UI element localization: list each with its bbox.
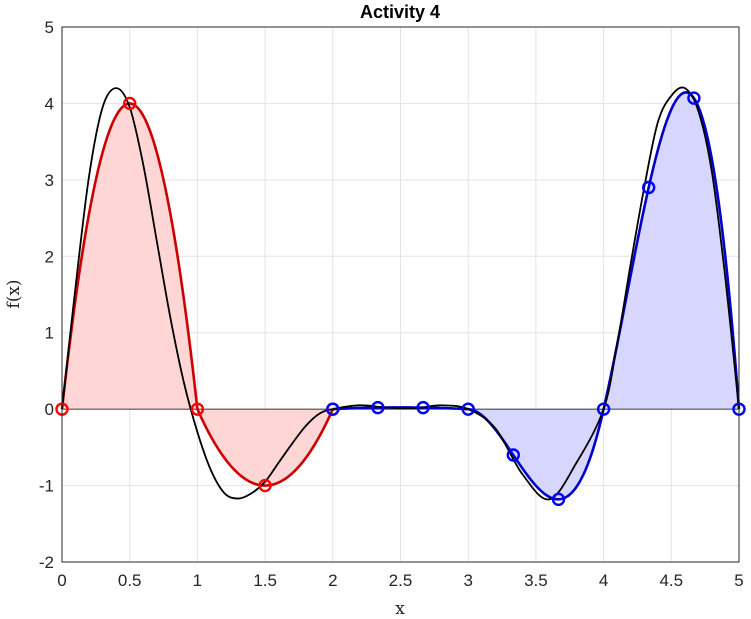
segment-fill-1 — [62, 103, 333, 486]
x-tick-label: 4.5 — [659, 571, 683, 590]
data-point-marker — [641, 180, 656, 195]
data-point-marker — [416, 400, 430, 415]
y-tick-label: 0 — [45, 400, 54, 419]
y-tick-label: 5 — [45, 18, 54, 37]
data-point-marker — [371, 400, 385, 415]
data-point-marker — [190, 402, 205, 416]
interpolant-line-1 — [60, 102, 334, 487]
x-tick-label: 1 — [193, 571, 202, 590]
area-fills — [62, 92, 739, 500]
data-point-marker — [326, 402, 340, 416]
chart-title: Activity 4 — [360, 2, 440, 22]
y-tick-labels: -2 -1 0 1 2 3 4 5 — [39, 18, 54, 572]
x-tick-label: 3 — [463, 571, 472, 590]
data-point-marker — [461, 402, 475, 416]
y-axis-label: f(x) — [4, 279, 24, 308]
plot-frame — [61, 26, 740, 563]
y-tick-label: 2 — [45, 247, 54, 266]
y-tick-label: -1 — [39, 477, 54, 496]
curves — [60, 86, 741, 501]
x-tick-label: 3.5 — [524, 571, 548, 590]
y-tick-label: 1 — [45, 324, 54, 343]
data-point-marker — [506, 448, 520, 462]
x-axis-label: x — [395, 599, 405, 619]
x-tick-label: 2.5 — [389, 571, 413, 590]
segment-fill-2 — [332, 92, 739, 500]
data-point-marker — [596, 402, 611, 416]
data-point-marker — [687, 91, 701, 105]
x-tick-label: 4 — [599, 571, 608, 590]
x-tick-label: 2 — [328, 571, 337, 590]
data-point-marker — [258, 478, 272, 493]
x-tick-label: 5 — [734, 571, 743, 590]
x-tick-label: 0 — [57, 571, 66, 590]
y-tick-label: 3 — [45, 171, 54, 190]
x-tick-label: 0.5 — [118, 571, 142, 590]
data-point-marker — [551, 492, 566, 507]
true-function-line — [61, 86, 740, 501]
x-tick-labels: 0 0.5 1 1.5 2 2.5 3 3.5 4 4.5 5 — [57, 571, 743, 590]
y-tick-label: 4 — [45, 94, 54, 113]
y-tick-label: -2 — [39, 553, 54, 572]
data-point-marker — [122, 96, 137, 111]
x-tick-label: 1.5 — [253, 571, 277, 590]
